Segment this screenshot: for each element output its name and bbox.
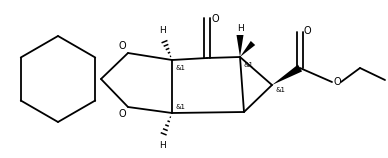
Text: &1: &1 <box>243 62 253 68</box>
Text: H: H <box>159 26 166 35</box>
Polygon shape <box>240 41 255 57</box>
Text: O: O <box>333 77 341 87</box>
Polygon shape <box>237 35 244 57</box>
Text: H: H <box>237 24 243 33</box>
Text: &1: &1 <box>175 65 185 71</box>
Polygon shape <box>272 65 302 85</box>
Text: O: O <box>211 14 218 24</box>
Text: O: O <box>118 41 126 51</box>
Text: &1: &1 <box>275 87 285 93</box>
Text: O: O <box>303 26 311 36</box>
Text: H: H <box>159 141 165 150</box>
Text: &1: &1 <box>175 104 185 110</box>
Text: O: O <box>118 109 126 119</box>
